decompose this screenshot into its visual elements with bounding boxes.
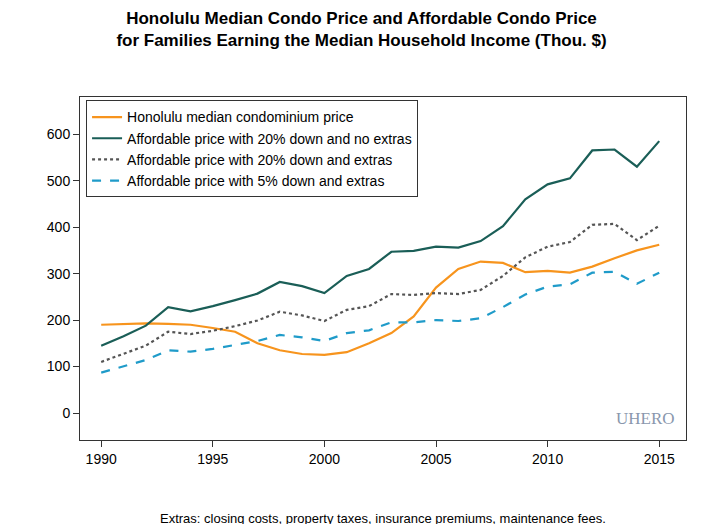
svg-text:Honolulu median condominium pr: Honolulu median condominium price: [127, 109, 354, 125]
svg-text:2005: 2005: [420, 451, 451, 467]
svg-text:1995: 1995: [197, 451, 228, 467]
svg-text:Extras: closing costs, propert: Extras: closing costs, property taxes, i…: [160, 511, 606, 524]
svg-text:Honolulu Median Condo Price an: Honolulu Median Condo Price and Affordab…: [116, 9, 606, 50]
svg-text:2015: 2015: [644, 451, 675, 467]
svg-text:300: 300: [47, 266, 71, 282]
svg-text:500: 500: [47, 173, 71, 189]
svg-text:100: 100: [47, 358, 71, 374]
svg-text:400: 400: [47, 219, 71, 235]
svg-text:0: 0: [62, 405, 70, 421]
svg-text:200: 200: [47, 312, 71, 328]
svg-text:2000: 2000: [309, 451, 340, 467]
svg-text:Affordable price with 20% down: Affordable price with 20% down and no ex…: [127, 131, 412, 147]
svg-text:UHERO: UHERO: [616, 409, 675, 428]
svg-text:600: 600: [47, 126, 71, 142]
svg-text:Affordable price with 20% down: Affordable price with 20% down and extra…: [127, 152, 392, 168]
svg-text:1990: 1990: [86, 451, 117, 467]
svg-text:2010: 2010: [532, 451, 563, 467]
svg-text:Affordable price with 5% down: Affordable price with 5% down and extras: [127, 173, 384, 189]
